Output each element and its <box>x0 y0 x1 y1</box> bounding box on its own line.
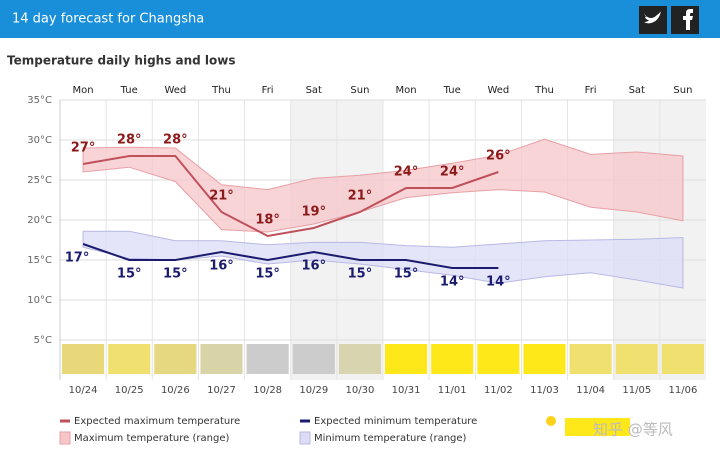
shaded-column <box>336 100 383 380</box>
data-label: 14° <box>486 275 511 290</box>
sun-bar <box>200 344 243 374</box>
legend-label: Expected maximum temperature <box>74 416 240 427</box>
sun-bar <box>292 344 335 374</box>
facebook-icon <box>683 9 693 30</box>
chart-subtitle: Temperature daily highs and lows <box>7 54 236 68</box>
data-label: 15° <box>255 267 280 282</box>
data-label: 24° <box>440 165 465 180</box>
sun-bar <box>385 344 428 374</box>
y-tick-label: 35°C <box>27 95 52 106</box>
x-tick-label: 11/02 <box>484 385 513 396</box>
x-tick-label: 11/04 <box>576 385 605 396</box>
data-label: 16° <box>301 259 326 274</box>
y-tick-label: 10°C <box>27 295 52 306</box>
sun-bar <box>62 344 105 374</box>
data-label: 21° <box>209 189 234 204</box>
data-label: 15° <box>394 267 419 282</box>
data-label: 28° <box>117 133 142 148</box>
data-label: 26° <box>486 149 511 164</box>
temperature-line <box>82 155 499 238</box>
range-band <box>82 138 684 233</box>
sun-bar <box>338 344 381 374</box>
day-label: Tue <box>120 85 138 96</box>
sun-bar <box>661 344 704 374</box>
sun-bar <box>615 344 658 374</box>
legend-label: Expected minimum temperature <box>314 416 477 427</box>
day-label: Sat <box>629 85 645 96</box>
x-tick-label: 10/30 <box>346 385 375 396</box>
temperature-line <box>82 243 499 269</box>
sun-bar <box>246 344 289 374</box>
sun-bar <box>477 344 520 374</box>
y-tick-label: 30°C <box>27 135 52 146</box>
x-tick-label: 11/06 <box>669 385 698 396</box>
x-tick-label: 10/26 <box>161 385 190 396</box>
x-tick-label: 10/31 <box>392 385 421 396</box>
shaded-column <box>290 100 337 380</box>
y-tick-label: 15°C <box>27 255 52 266</box>
day-label: Wed <box>164 85 186 96</box>
y-tick-label: 5°C <box>34 335 52 346</box>
data-label: 15° <box>348 267 373 282</box>
day-label: Sun <box>350 85 369 96</box>
day-label: Tue <box>443 85 461 96</box>
data-label: 17° <box>65 251 90 266</box>
x-tick-label: 11/05 <box>622 385 651 396</box>
sun-bar <box>569 344 612 374</box>
legend-sun-swatch <box>565 418 630 436</box>
data-label: 19° <box>301 205 326 220</box>
y-tick-label: 20°C <box>27 215 52 226</box>
data-label: 15° <box>163 267 188 282</box>
data-label: 16° <box>209 259 234 274</box>
legend-swatch <box>59 431 71 445</box>
header-bar <box>0 0 720 38</box>
x-tick-label: 10/28 <box>253 385 282 396</box>
x-tick-label: 10/24 <box>69 385 98 396</box>
day-label: Sun <box>673 85 692 96</box>
sun-bar <box>431 344 474 374</box>
x-tick-label: 10/27 <box>207 385 236 396</box>
x-tick-label: 11/03 <box>530 385 559 396</box>
day-label: Fri <box>262 85 274 96</box>
x-tick-label: 10/25 <box>115 385 144 396</box>
data-label: 28° <box>163 133 188 148</box>
twitter-icon <box>644 11 661 24</box>
data-label: 18° <box>255 213 280 228</box>
sun-bar <box>108 344 151 374</box>
sun-bar <box>523 344 566 374</box>
y-tick-label: 25°C <box>27 175 52 186</box>
data-label: 24° <box>394 165 419 180</box>
sun-bar <box>154 344 197 374</box>
day-label: Fri <box>585 85 597 96</box>
legend-label: Maximum temperature (range) <box>74 433 229 444</box>
day-label: Thu <box>534 85 554 96</box>
sun-icon <box>546 416 556 426</box>
day-label: Thu <box>211 85 231 96</box>
day-label: Wed <box>487 85 509 96</box>
day-label: Mon <box>73 85 94 96</box>
day-label: Mon <box>396 85 417 96</box>
legend-swatch <box>299 431 311 445</box>
data-label: 15° <box>117 267 142 282</box>
day-label: Sat <box>306 85 322 96</box>
legend-label: Minimum temperature (range) <box>314 433 467 444</box>
x-tick-label: 11/01 <box>438 385 467 396</box>
watermark: 知乎 @等风 <box>593 421 673 439</box>
x-tick-label: 10/29 <box>299 385 328 396</box>
data-label: 27° <box>71 141 96 156</box>
data-label: 21° <box>348 189 373 204</box>
header-title: 14 day forecast for Changsha <box>12 12 204 27</box>
data-label: 14° <box>440 275 465 290</box>
